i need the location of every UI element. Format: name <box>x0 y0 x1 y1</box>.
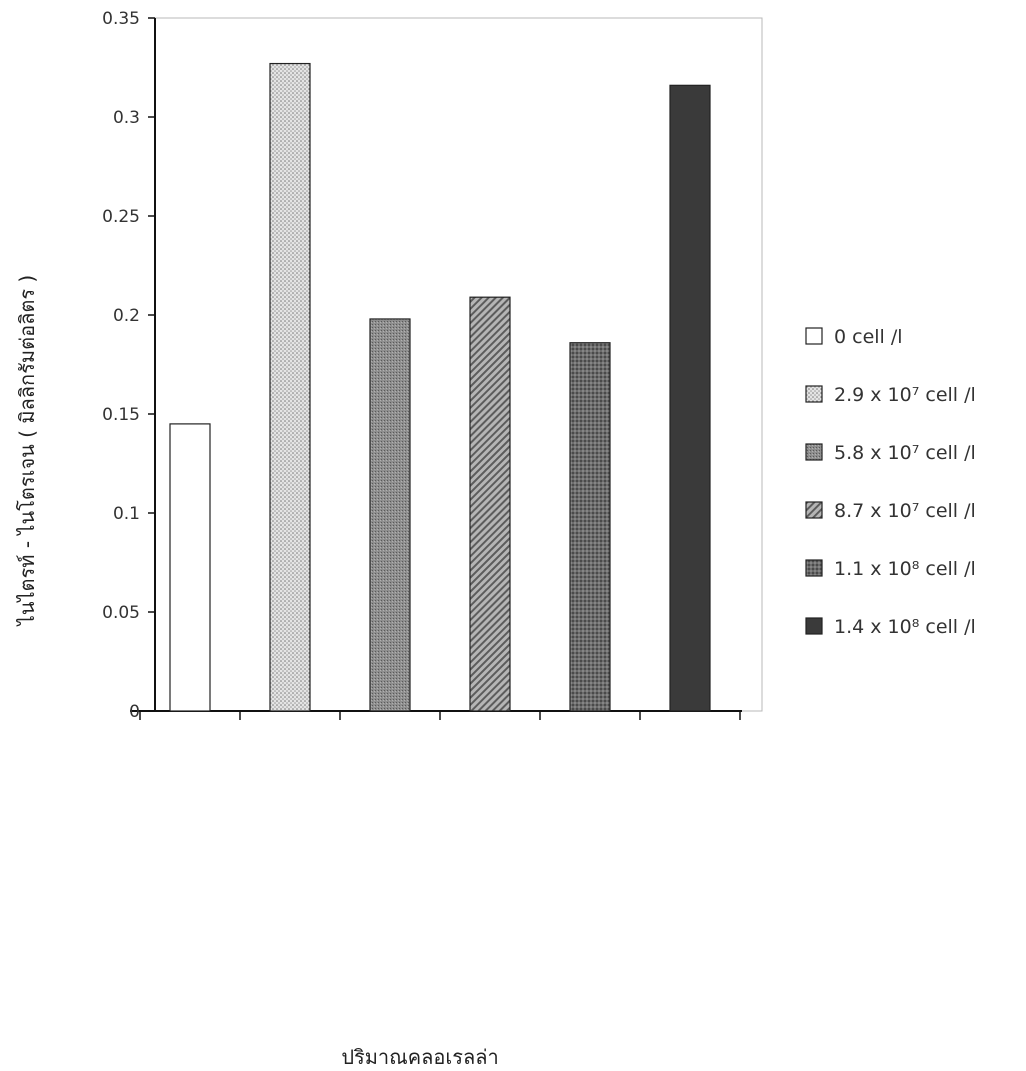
x-axis-title: ปริมาณคลอเรลล่า <box>341 1045 498 1069</box>
x-axis-ticks <box>139 711 741 720</box>
legend: 0 cell /l 2.9 x 10⁷ cell /l 5.8 x 10⁷ cell… <box>805 326 976 638</box>
legend-label-6: 1.4 x 10⁸ cell /l <box>834 616 976 638</box>
bar-1 <box>169 423 211 712</box>
legend-swatch-3 <box>805 443 823 461</box>
bar-5 <box>569 342 611 712</box>
y-tick-label: 0.3 <box>113 108 140 128</box>
legend-swatch-2 <box>805 385 823 403</box>
bar-6 <box>669 84 711 712</box>
bar-series <box>169 62 711 712</box>
legend-label-2: 2.9 x 10⁷ cell /l <box>834 384 976 406</box>
bar-2 <box>269 62 311 712</box>
y-axis-ticks: 0 0.05 0.1 0.15 0.2 0.25 0.3 0.35 <box>102 9 155 722</box>
y-tick-label: 0.2 <box>113 306 140 326</box>
legend-swatch-1 <box>805 327 823 345</box>
legend-swatch-6 <box>805 617 823 635</box>
y-tick-label: 0.15 <box>102 405 140 425</box>
y-tick-label: 0.25 <box>102 207 140 227</box>
legend-label-3: 5.8 x 10⁷ cell /l <box>834 442 976 464</box>
y-tick-label: 0 <box>129 702 140 722</box>
legend-label-4: 8.7 x 10⁷ cell /l <box>834 500 976 522</box>
bar-4 <box>469 296 511 712</box>
bar-3 <box>369 318 411 712</box>
y-tick-label: 0.05 <box>102 603 140 623</box>
y-tick-label: 0.35 <box>102 9 140 29</box>
y-tick-label: 0.1 <box>113 504 140 524</box>
legend-swatch-5 <box>805 559 823 577</box>
legend-swatch-4 <box>805 501 823 519</box>
y-axis-title: ไนไตรท์ - ไนโตรเจน ( มิลลิกรัมต่อลิตร ) <box>15 275 39 627</box>
legend-label-1: 0 cell /l <box>834 326 903 348</box>
legend-label-5: 1.1 x 10⁸ cell /l <box>834 558 976 580</box>
